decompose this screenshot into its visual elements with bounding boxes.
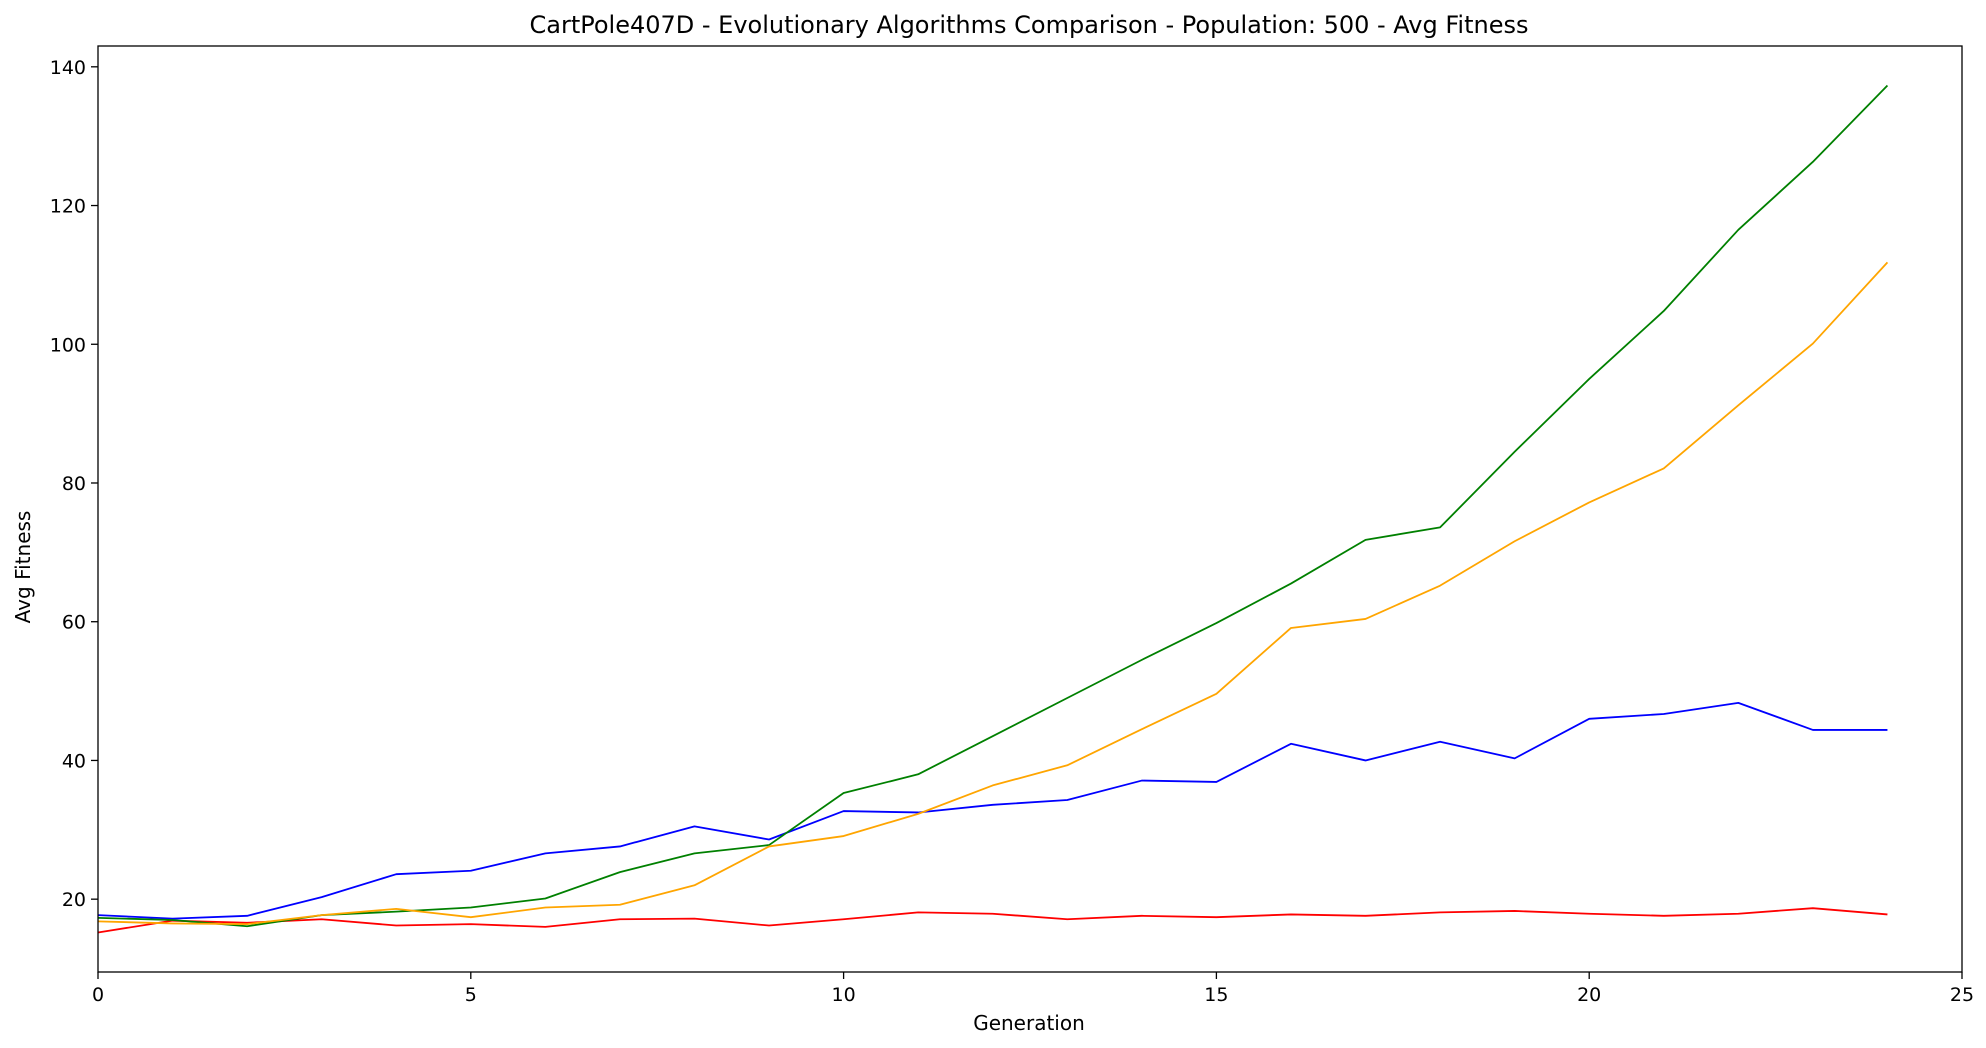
chart-title: CartPole407D - Evolutionary Algorithms C… <box>529 11 1528 39</box>
x-tick-label: 25 <box>1950 984 1974 1006</box>
y-tick-label: 80 <box>62 473 86 495</box>
x-tick-label: 0 <box>92 984 104 1006</box>
y-axis: 20 40 60 80 100 120 140 <box>50 57 98 911</box>
x-tick-label: 10 <box>832 984 856 1006</box>
y-tick-label: 100 <box>50 334 86 356</box>
x-axis: 0 5 10 15 20 25 <box>92 972 1974 1006</box>
x-tick-label: 15 <box>1204 984 1228 1006</box>
series-line-0 <box>97 701 1888 920</box>
y-tick-label: 40 <box>62 750 86 772</box>
plot-frame <box>97 45 1963 973</box>
y-tick-label: 140 <box>50 57 86 79</box>
x-tick-label: 20 <box>1577 984 1601 1006</box>
y-tick-label: 20 <box>62 889 86 911</box>
y-tick-label: 60 <box>62 612 86 634</box>
series-line-3 <box>97 261 1889 926</box>
series-line-2 <box>97 84 1889 928</box>
y-axis-label: Avg Fitness <box>11 511 35 624</box>
plot-lines <box>97 84 1889 934</box>
y-tick-label: 120 <box>50 196 86 218</box>
x-tick-label: 5 <box>465 984 477 1006</box>
series-line-1 <box>97 907 1888 934</box>
x-axis-label: Generation <box>973 1011 1085 1035</box>
